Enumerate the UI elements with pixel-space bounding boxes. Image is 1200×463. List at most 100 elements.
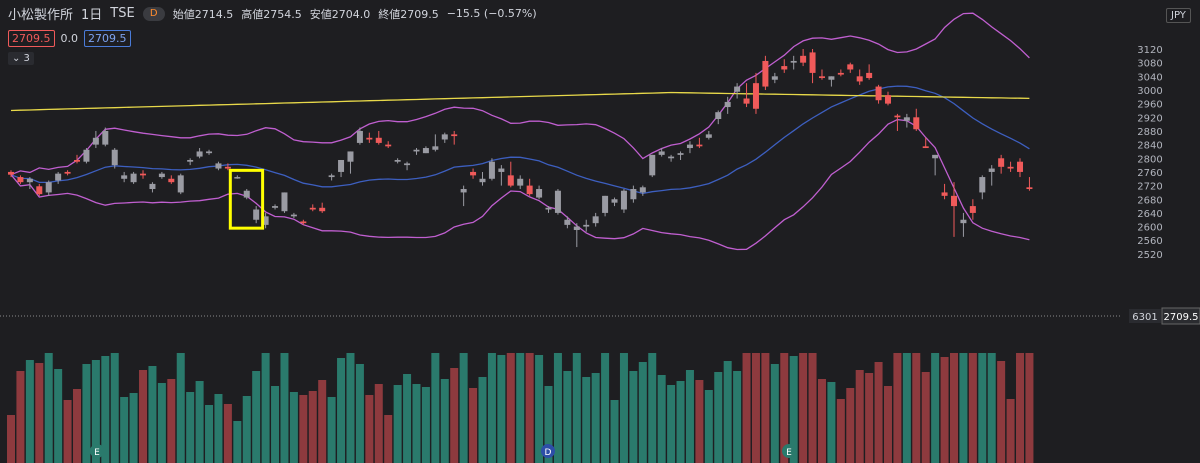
volume-bar bbox=[902, 353, 911, 463]
volume-bar bbox=[110, 353, 119, 463]
candle-body bbox=[960, 219, 967, 224]
candle-body bbox=[932, 154, 939, 159]
candle-body bbox=[215, 163, 222, 169]
currency-selector[interactable]: JPY bbox=[1166, 8, 1191, 23]
event-markers[interactable]: E D E bbox=[90, 444, 796, 458]
volume-bar bbox=[874, 362, 883, 463]
candle-body bbox=[1007, 166, 1014, 169]
candle-body bbox=[809, 52, 816, 73]
candle-body bbox=[432, 146, 439, 150]
volume-bar bbox=[1016, 353, 1025, 463]
volume-bar bbox=[968, 353, 977, 463]
volume-bar bbox=[82, 364, 91, 463]
interval[interactable]: 1日 bbox=[81, 8, 103, 23]
candle-body bbox=[309, 207, 316, 210]
bb-upper-line bbox=[10, 12, 1030, 176]
volume-bar bbox=[101, 356, 110, 463]
volume-bar bbox=[893, 353, 902, 463]
ohlc-change: −15.5 (−0.57%) bbox=[446, 7, 537, 20]
volume-bar bbox=[384, 415, 393, 463]
candle-body bbox=[922, 146, 929, 149]
volume-bar bbox=[601, 353, 610, 463]
highlight-box bbox=[228, 168, 265, 230]
candle-body bbox=[470, 171, 477, 176]
exchange: TSE bbox=[110, 6, 135, 21]
volume-bar bbox=[327, 397, 336, 463]
earnings-marker-1[interactable] bbox=[90, 444, 104, 458]
ohlc-low: 安値2704.0 bbox=[309, 7, 371, 21]
volume-bar bbox=[638, 362, 647, 463]
candle-body bbox=[856, 76, 863, 82]
volume-bar bbox=[308, 391, 317, 463]
candle-body bbox=[951, 195, 957, 207]
symbol-name[interactable]: 小松製作所 bbox=[8, 8, 74, 23]
candle-body bbox=[441, 134, 448, 140]
candle-body bbox=[253, 209, 260, 220]
order-row: 2709.5 0.0 2709.5 bbox=[8, 30, 131, 47]
candle-body bbox=[319, 207, 326, 212]
price-tick: 2840 bbox=[1137, 141, 1162, 152]
volume-bar bbox=[619, 353, 628, 463]
volume-bar bbox=[214, 394, 223, 463]
volume-bar bbox=[223, 404, 232, 463]
candle-body bbox=[724, 101, 731, 108]
volume-bar bbox=[280, 353, 289, 463]
candle-body bbox=[602, 195, 609, 213]
price-axis-background bbox=[1120, 0, 1200, 463]
candle-body bbox=[743, 98, 750, 104]
candle-body bbox=[8, 171, 14, 175]
volume-bar bbox=[35, 363, 44, 463]
price-tick: 2520 bbox=[1137, 250, 1162, 261]
candle-body bbox=[875, 86, 882, 101]
candle-body bbox=[941, 192, 948, 196]
candle-body bbox=[630, 189, 637, 200]
volume-bar bbox=[704, 390, 713, 463]
last-price-box bbox=[1161, 307, 1200, 325]
volume-bar bbox=[865, 373, 874, 463]
ma200-line bbox=[10, 91, 1030, 112]
candle-body bbox=[696, 144, 703, 147]
candle-body bbox=[158, 173, 165, 178]
indicator-lines bbox=[10, 12, 1030, 251]
volume-bar bbox=[186, 392, 195, 463]
volume-bar bbox=[318, 380, 327, 463]
candle-body bbox=[17, 177, 24, 183]
volume-bar bbox=[478, 377, 487, 463]
candle-body bbox=[479, 178, 486, 183]
candle-body bbox=[281, 192, 288, 212]
volume-bar bbox=[940, 357, 949, 463]
candles bbox=[8, 49, 1033, 248]
volume-bar bbox=[440, 379, 449, 463]
volume-bar bbox=[676, 381, 685, 463]
price-tick: 2920 bbox=[1137, 113, 1162, 124]
candle-body bbox=[111, 149, 118, 166]
candle-body bbox=[677, 153, 684, 155]
candle-body bbox=[526, 185, 533, 195]
volume-bar bbox=[912, 353, 921, 463]
ask-price[interactable]: 2709.5 bbox=[84, 30, 131, 47]
candle-body bbox=[460, 189, 467, 193]
volume-bar bbox=[742, 353, 751, 463]
candle-body bbox=[206, 151, 213, 154]
candle-body bbox=[177, 175, 184, 193]
volume-bar bbox=[431, 353, 440, 463]
indicators-toggle[interactable]: ⌄ 3 bbox=[8, 52, 34, 65]
candle-body bbox=[790, 60, 797, 63]
volume-bar bbox=[582, 377, 591, 463]
price-tick: 2640 bbox=[1137, 209, 1162, 220]
volume-bar bbox=[827, 382, 836, 463]
candle-body bbox=[422, 148, 429, 154]
candle-body bbox=[979, 177, 986, 193]
earnings-marker-label: E bbox=[94, 448, 100, 458]
volume-bar bbox=[487, 353, 496, 463]
candle-body bbox=[130, 173, 137, 183]
volume-bar bbox=[836, 399, 845, 463]
candle-body bbox=[913, 117, 920, 130]
earnings-marker-2[interactable] bbox=[782, 444, 796, 458]
dividend-marker[interactable] bbox=[541, 444, 555, 458]
candle-body bbox=[328, 175, 335, 178]
volume-bar bbox=[685, 370, 694, 463]
bid-price[interactable]: 2709.5 bbox=[8, 30, 55, 47]
volume-bar bbox=[421, 387, 430, 463]
